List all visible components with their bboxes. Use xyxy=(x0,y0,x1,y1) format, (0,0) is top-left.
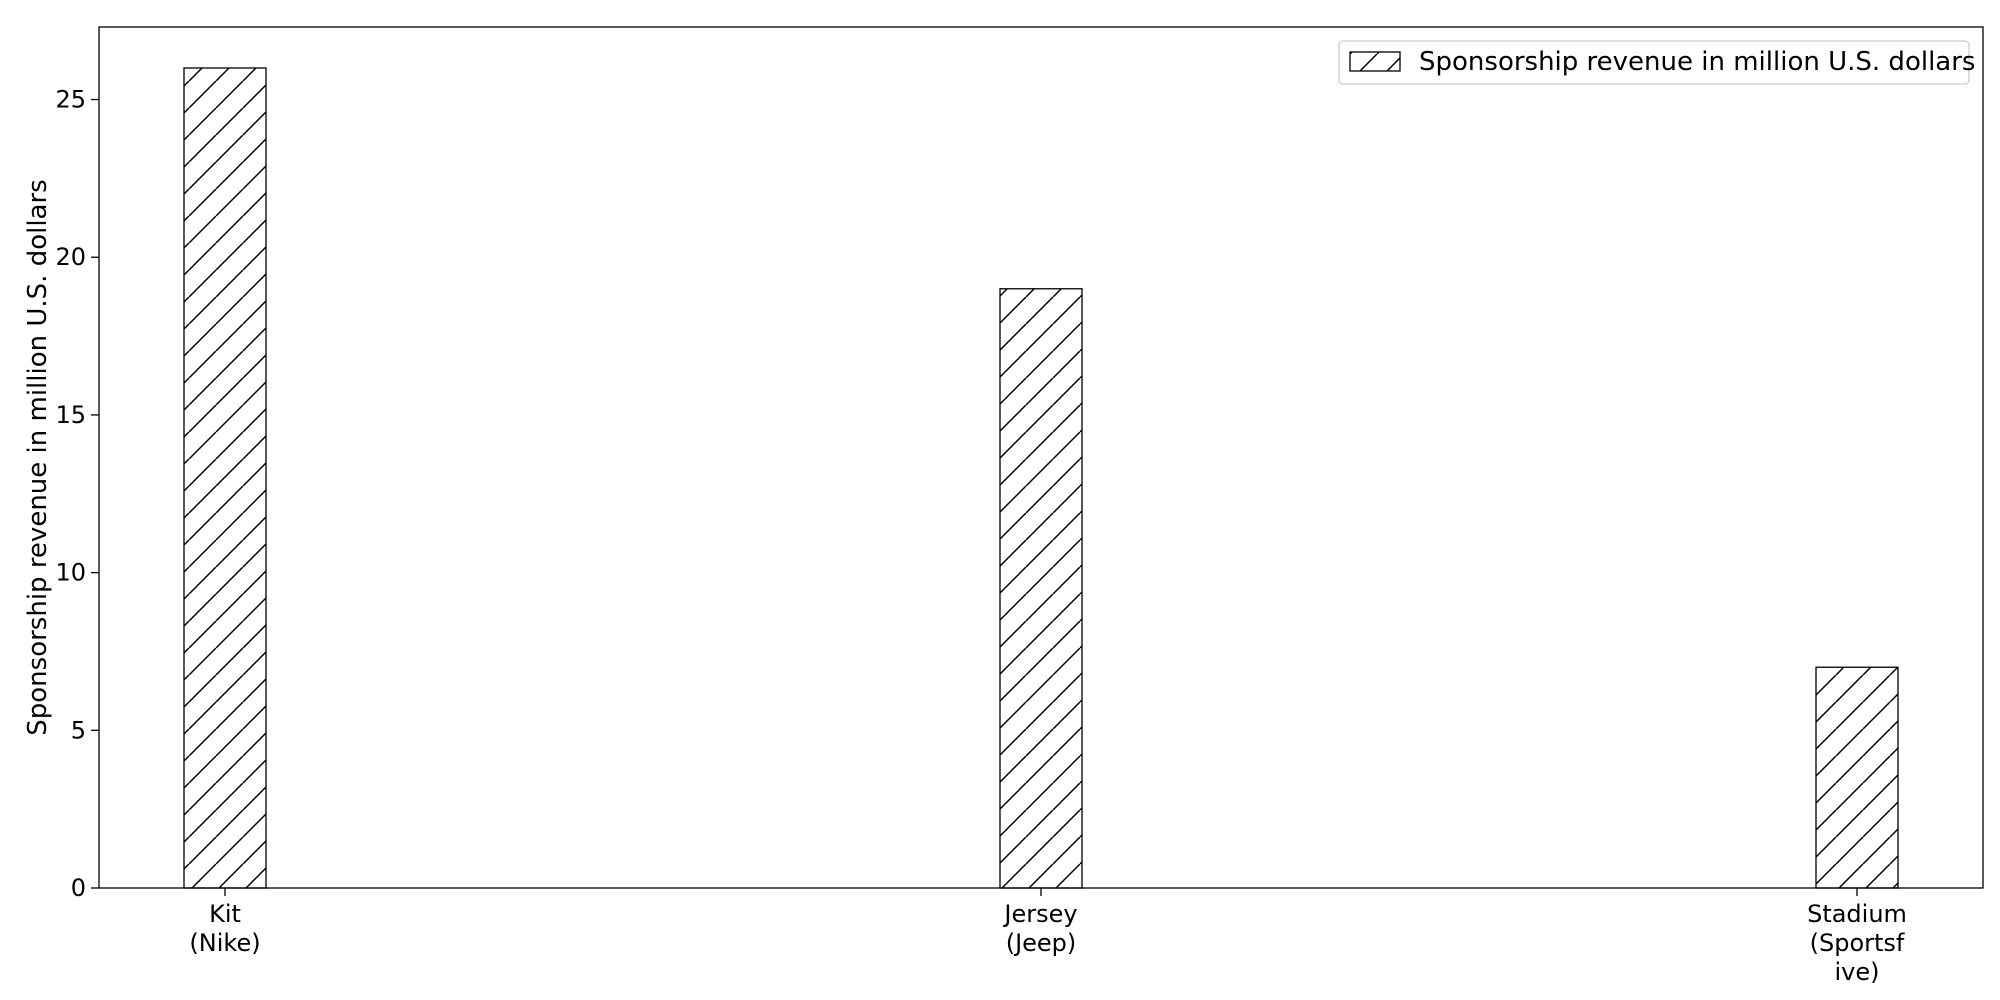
bar xyxy=(1815,666,1899,889)
x-tick-label: Stadium (Sportsf ive) xyxy=(1807,900,1907,986)
legend-box xyxy=(1338,40,1970,85)
bar xyxy=(999,288,1083,889)
y-axis-ticks: 0 5 10 15 20 25 xyxy=(55,86,99,902)
x-tick-label: Jersey (Jeep) xyxy=(1002,900,1077,957)
x-tick-label: Kit (Nike) xyxy=(189,900,260,957)
y-tick-label: 25 xyxy=(55,86,86,114)
legend-label: Sponsorship revenue in million U.S. doll… xyxy=(1419,47,1975,77)
bars-group xyxy=(183,67,1899,889)
y-tick-label: 20 xyxy=(55,243,86,271)
legend-swatch xyxy=(1349,51,1401,72)
y-axis-label: Sponsorship revenue in million U.S. doll… xyxy=(23,179,53,735)
y-tick-label: 5 xyxy=(71,716,86,744)
legend: Sponsorship revenue in million U.S. doll… xyxy=(1338,40,1975,85)
y-tick-label: 15 xyxy=(55,401,86,429)
y-tick-label: 0 xyxy=(71,874,86,902)
bar xyxy=(183,67,267,889)
y-tick-label: 10 xyxy=(55,559,86,587)
x-axis-ticks: Kit (Nike) Jersey (Jeep) Stadium (Sportsf ive) xyxy=(189,888,1907,986)
